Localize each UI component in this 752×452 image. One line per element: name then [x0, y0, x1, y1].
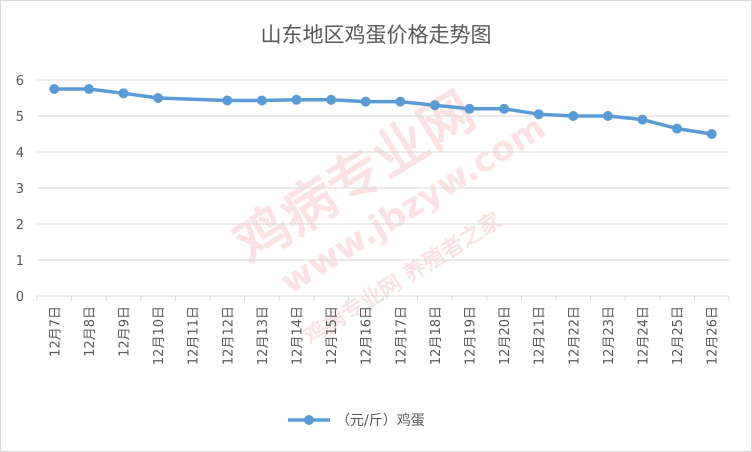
x-tick-label: 12月21日 [533, 306, 548, 365]
data-point [118, 88, 129, 99]
x-tick-label: 12月17日 [394, 306, 409, 365]
y-tick-label: 2 [16, 218, 24, 233]
data-point [637, 114, 648, 125]
y-tick-label: 3 [16, 182, 24, 197]
legend-label: （元/斤）鸡蛋 [336, 412, 425, 429]
data-point [395, 96, 406, 107]
y-tick-label: 5 [16, 110, 24, 125]
gridlines [37, 79, 729, 297]
data-point [429, 100, 440, 111]
x-tick-label: 12月26日 [706, 306, 721, 365]
data-point [291, 94, 302, 105]
data-point [464, 103, 475, 114]
x-tick-label: 12月25日 [671, 306, 686, 365]
data-point [499, 103, 510, 114]
x-tick-label: 12月24日 [637, 306, 652, 365]
data-point [672, 123, 683, 134]
x-tick-label: 12月16日 [360, 306, 375, 365]
data-point [49, 84, 60, 94]
data-point [222, 95, 233, 106]
x-tick-label: 12月9日 [118, 306, 133, 357]
x-tick-label: 12月14日 [291, 306, 306, 365]
x-tick-label: 12月10日 [152, 306, 167, 365]
y-tick-label: 6 [16, 74, 24, 89]
y-axis-ticks: 0 1 2 3 4 5 6 [16, 74, 24, 305]
x-tick-label: 12月20日 [498, 306, 513, 365]
x-tick-label: 12月19日 [464, 306, 479, 365]
data-point [326, 94, 337, 105]
data-point [533, 109, 544, 120]
data-point [706, 129, 717, 139]
legend: （元/斤）鸡蛋 [288, 412, 425, 429]
series-line [49, 84, 717, 139]
x-axis-ticks: 12月7日 12月8日 12月9日 12月10日 12月11日 12月12日 12月13日 1… [36, 296, 730, 365]
data-point [360, 96, 371, 107]
data-point [153, 93, 164, 103]
chart-title: 山东地区鸡蛋价格走势图 [261, 23, 492, 47]
y-tick-label: 0 [16, 290, 24, 305]
x-tick-label: 12月8日 [83, 306, 98, 357]
x-tick-label: 12月18日 [429, 306, 444, 365]
y-tick-label: 4 [16, 146, 24, 161]
y-tick-label: 1 [16, 254, 24, 269]
x-tick-label: 12月11日 [187, 306, 202, 365]
data-point [256, 95, 267, 106]
x-tick-label: 12月23日 [602, 306, 617, 365]
x-tick-label: 12月13日 [256, 306, 271, 365]
x-tick-label: 12月15日 [325, 306, 340, 365]
data-point [83, 84, 94, 94]
x-tick-label: 12月22日 [567, 306, 582, 365]
x-tick-label: 12月7日 [48, 306, 63, 357]
legend-marker-icon [304, 415, 314, 425]
data-point [602, 111, 613, 121]
x-tick-label: 12月12日 [221, 306, 236, 365]
data-point [568, 111, 579, 121]
